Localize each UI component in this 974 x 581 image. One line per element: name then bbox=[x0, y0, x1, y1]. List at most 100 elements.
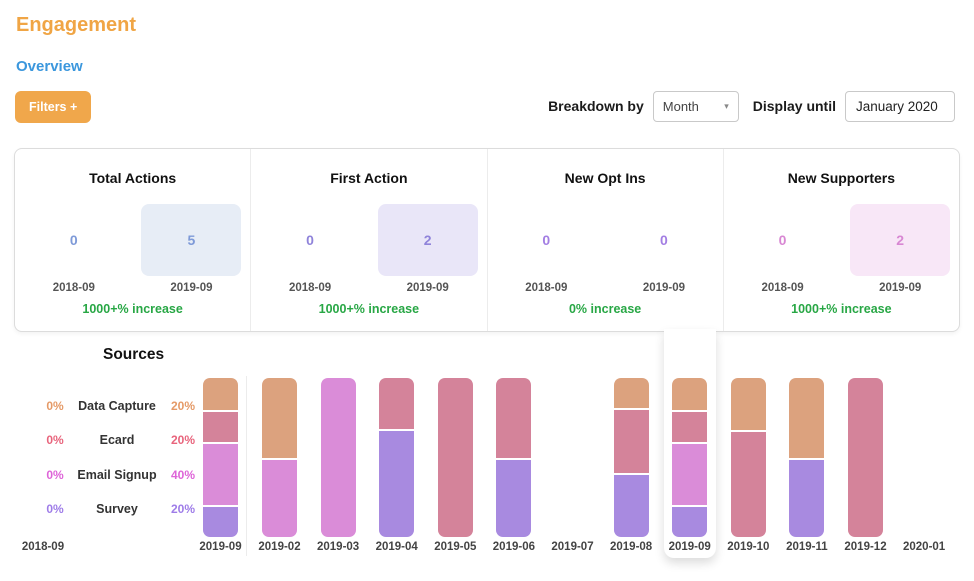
bar-2019-09[interactable] bbox=[203, 378, 238, 537]
stat-period-label: 2018-09 bbox=[288, 282, 332, 294]
bar-segment-data-capture[interactable] bbox=[789, 378, 825, 458]
chart-plot: 2018-09 2019-09 2019-02 2019-03 2019-04 2019… bbox=[0, 376, 974, 561]
current-percent: 40% bbox=[170, 467, 196, 482]
stat-change: 1000+% increase bbox=[82, 302, 183, 316]
bar-segment-ecard[interactable] bbox=[613, 408, 649, 474]
axis-label-2019-08: 2019-08 bbox=[609, 541, 653, 553]
stat-section-new-opt-ins: New Opt Ins 0 0 2018-09 2019-09 0% increase bbox=[486, 149, 723, 331]
stat-title: New Supporters bbox=[787, 170, 896, 186]
axis-label-2019-09: 2019-09 bbox=[199, 541, 242, 553]
axis-label-2019-03: 2019-03 bbox=[316, 541, 360, 553]
display-until-input[interactable] bbox=[845, 90, 955, 122]
bar-segment-survey[interactable] bbox=[203, 505, 238, 537]
axis-label-2018-09: 2018-09 bbox=[21, 541, 65, 553]
stat-dates: 2018-09 2019-09 bbox=[724, 282, 959, 294]
bar-segment-survey[interactable] bbox=[379, 428, 415, 537]
stat-change: 0% increase bbox=[568, 302, 642, 316]
baseline-percent: 0% bbox=[46, 502, 64, 517]
axis-label-2019-06: 2019-06 bbox=[492, 541, 535, 553]
bar-2019-05[interactable] bbox=[437, 378, 473, 537]
stat-dates: 2018-09 2019-09 bbox=[251, 282, 486, 294]
bar-segment-survey[interactable] bbox=[613, 473, 649, 537]
bar-segment-email-signup[interactable] bbox=[262, 457, 297, 537]
breakdown-select-value: Month bbox=[662, 98, 699, 114]
stat-value: 2 bbox=[377, 204, 478, 276]
bar-segment-survey[interactable] bbox=[672, 505, 708, 537]
axis-label-2019-10: 2019-10 bbox=[727, 541, 770, 553]
source-name: Data Capture bbox=[78, 399, 156, 414]
bar-segment-data-capture[interactable] bbox=[613, 378, 649, 409]
page-title: Engagement bbox=[16, 14, 137, 36]
bar-segment-ecard[interactable] bbox=[379, 378, 415, 429]
bar-2019-09[interactable] bbox=[672, 378, 708, 537]
stat-dates: 2018-09 2019-09 bbox=[488, 282, 723, 294]
stat-change: 1000+% increase bbox=[318, 302, 420, 316]
stat-title: New Opt Ins bbox=[564, 170, 646, 186]
stat-period-label: 2019-09 bbox=[406, 282, 449, 294]
stat-change: 1000+% increase bbox=[791, 302, 892, 316]
legend-row-email-signup: 0% Email Signup 40% bbox=[36, 458, 206, 492]
stat-section-new-supporters: New Supporters 0 2 2018-09 2019-09 1000+% inc… bbox=[722, 149, 959, 331]
stat-period-label: 2018-09 bbox=[761, 282, 804, 294]
chevron-down-icon: ▾ bbox=[724, 100, 729, 111]
bar-segment-ecard[interactable] bbox=[848, 378, 883, 537]
bar-segment-email-signup[interactable] bbox=[672, 441, 708, 506]
stat-value-cell: 2 bbox=[841, 204, 959, 276]
source-name: Ecard bbox=[99, 433, 135, 448]
sources-legend: 0% Data Capture 20% 0% Ecard 20% 0% Email Signu… bbox=[36, 389, 206, 526]
stat-value: 0 bbox=[660, 232, 668, 248]
stat-value: 0 bbox=[69, 232, 78, 248]
stat-title: Total Actions bbox=[89, 170, 177, 186]
stat-section-total-actions: Total Actions 0 5 2018-09 2019-09 1000+% incr… bbox=[15, 149, 250, 331]
axis-label-2019-05: 2019-05 bbox=[434, 541, 477, 553]
stat-value-cell: 0 bbox=[251, 204, 369, 276]
bar-segment-ecard[interactable] bbox=[496, 378, 532, 458]
bar-segment-data-capture[interactable] bbox=[672, 378, 708, 410]
current-percent: 20% bbox=[170, 502, 196, 517]
bar-segment-data-capture[interactable] bbox=[203, 378, 238, 410]
axis-label-2019-04: 2019-04 bbox=[375, 541, 418, 553]
toolbar-controls: Breakdown by Month ▾ Display until bbox=[548, 90, 955, 122]
bar-2019-10[interactable] bbox=[730, 378, 766, 537]
bar-2019-02[interactable] bbox=[262, 378, 297, 537]
bar-2019-11[interactable] bbox=[789, 378, 825, 537]
baseline-percent: 0% bbox=[46, 399, 64, 414]
axis-label-2020-01: 2020-01 bbox=[902, 541, 946, 553]
bar-segment-data-capture[interactable] bbox=[730, 378, 766, 431]
stat-value-cell: 5 bbox=[133, 204, 251, 276]
bar-segment-survey[interactable] bbox=[789, 457, 825, 537]
bar-segment-email-signup[interactable] bbox=[203, 441, 238, 506]
stat-period-label: 2019-09 bbox=[642, 282, 686, 294]
bar-2019-12[interactable] bbox=[848, 378, 883, 537]
display-until-label: Display until bbox=[752, 98, 836, 114]
bar-segment-email-signup[interactable] bbox=[320, 378, 356, 537]
source-name: Survey bbox=[96, 502, 138, 517]
bar-segment-ecard[interactable] bbox=[730, 430, 766, 537]
breakdown-by-label: Breakdown by bbox=[548, 98, 644, 114]
stat-dates: 2018-09 2019-09 bbox=[15, 282, 250, 294]
axis-label-2019-12: 2019-12 bbox=[844, 541, 887, 553]
filters-button[interactable]: Filters + bbox=[15, 91, 92, 123]
bar-segment-data-capture[interactable] bbox=[262, 378, 297, 458]
bar-2019-03[interactable] bbox=[320, 378, 356, 537]
axis-label-2019-09: 2019-09 bbox=[668, 541, 711, 553]
axis-label-2019-07: 2019-07 bbox=[551, 541, 594, 553]
bar-2019-08[interactable] bbox=[613, 378, 649, 537]
stat-value-cell: 0 bbox=[15, 204, 133, 276]
bar-segment-ecard[interactable] bbox=[437, 378, 473, 537]
axis-label-2019-11: 2019-11 bbox=[786, 541, 828, 553]
bar-2019-06[interactable] bbox=[496, 378, 532, 537]
stat-value-cell: 0 bbox=[605, 204, 723, 276]
stat-value: 0 bbox=[542, 232, 551, 248]
bar-segment-ecard[interactable] bbox=[672, 409, 708, 442]
bar-segment-ecard[interactable] bbox=[203, 409, 238, 442]
breakdown-select[interactable]: Month ▾ bbox=[652, 90, 739, 122]
bar-segment-survey[interactable] bbox=[496, 457, 532, 537]
legend-row-survey: 0% Survey 20% bbox=[36, 492, 206, 526]
stat-value: 0 bbox=[778, 232, 787, 248]
overview-link[interactable]: Overview bbox=[16, 58, 83, 75]
bar-2019-04[interactable] bbox=[379, 378, 415, 537]
